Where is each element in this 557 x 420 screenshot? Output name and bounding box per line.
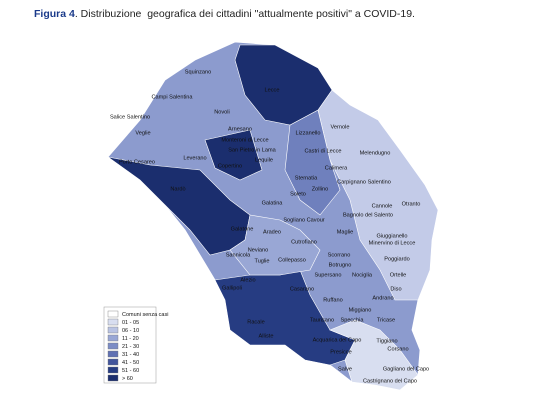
place-label: Tiggiano xyxy=(376,338,397,344)
place-label: Gallipoli xyxy=(222,285,242,291)
place-label: Bagnolo del Salento xyxy=(343,212,393,218)
place-label: Ruffano xyxy=(323,297,343,303)
figure-caption: Figura 4. Distribuzione geografica dei c… xyxy=(34,8,415,20)
place-label: Botrugno xyxy=(329,262,352,268)
place-label: Vernole xyxy=(331,124,350,130)
legend-label: 51 - 60 xyxy=(122,368,139,374)
legend-swatch xyxy=(107,334,119,342)
legend-swatch xyxy=(107,366,119,374)
legend-swatch xyxy=(107,350,119,358)
place-label: Arnesano xyxy=(228,126,252,132)
place-label: Lequile xyxy=(255,157,273,163)
place-label: Sannicola xyxy=(226,252,251,258)
legend-label: Comuni senza casi xyxy=(122,312,168,318)
place-label: Collepasso xyxy=(278,257,306,263)
legend-label: 21 - 30 xyxy=(122,344,139,350)
place-label: Sternatia xyxy=(295,175,318,181)
place-label: Calimera xyxy=(325,165,348,171)
place-label: Castri di Lecce xyxy=(305,148,342,154)
place-label: Alezio xyxy=(240,277,255,283)
place-label: Zollino xyxy=(312,186,328,192)
place-label: Cutrofiano xyxy=(291,239,317,245)
place-label: Sogliano Cavour xyxy=(283,217,324,223)
place-label: Presicce xyxy=(330,349,351,355)
place-label: Diso xyxy=(390,286,401,292)
place-label: Ortelle xyxy=(390,272,406,278)
legend-label: 31 - 40 xyxy=(122,352,139,358)
legend-swatch xyxy=(107,342,119,350)
place-label: Lecce xyxy=(265,87,280,93)
place-label: Gagliano del Capo xyxy=(383,366,429,372)
legend-swatch xyxy=(107,358,119,366)
place-label: Salice Salentino xyxy=(110,114,150,120)
place-label: Acquarica del Capo xyxy=(313,337,362,343)
place-label: Supersano xyxy=(314,272,341,278)
place-label: Squinzano xyxy=(185,69,211,75)
place-label: Leverano xyxy=(183,155,206,161)
legend-swatch xyxy=(107,374,119,382)
place-label: Castrignano del Capo xyxy=(363,378,417,384)
place-label: Taurisano xyxy=(310,317,334,323)
place-label: Giuggianello xyxy=(376,233,407,239)
legend-swatch xyxy=(107,318,119,326)
place-label: Poggiardo xyxy=(384,256,410,262)
place-label: Veglie xyxy=(135,130,150,136)
place-label: Monteroni di Lecce xyxy=(221,137,268,143)
place-label: Campi Salentina xyxy=(151,94,193,100)
area-light xyxy=(329,319,419,391)
caption-text: . Distribuzione geografica dei cittadini… xyxy=(74,8,415,20)
place-label: Galatone xyxy=(231,226,254,232)
place-label: Casarano xyxy=(290,286,314,292)
legend-label: > 60 xyxy=(122,376,133,382)
area-dark xyxy=(234,44,333,126)
area-medium xyxy=(284,109,341,216)
place-label: Lizzanello xyxy=(296,130,321,136)
place-label: Neviano xyxy=(248,247,269,253)
place-label: Aradeo xyxy=(263,229,281,235)
place-label: Maglie xyxy=(337,229,353,235)
legend-label: 41 - 50 xyxy=(122,360,139,366)
place-label: Corsano xyxy=(387,346,408,352)
area-light xyxy=(317,89,439,301)
place-label: Racale xyxy=(247,319,264,325)
place-label: Otranto xyxy=(402,201,421,207)
place-label: Alliste xyxy=(259,333,274,339)
legend-swatch xyxy=(107,326,119,334)
place-label: Andrano xyxy=(372,295,393,301)
legend-label: 11 - 20 xyxy=(122,336,139,342)
place-label: Nociglia xyxy=(352,272,373,278)
place-label: Minervino di Lecce xyxy=(369,240,416,246)
legend-label: 01 - 05 xyxy=(122,320,139,326)
place-label: Porto Cesareo xyxy=(119,159,155,165)
area-dark xyxy=(204,129,263,181)
place-label: Soleto xyxy=(290,191,306,197)
legend-label: 06 - 10 xyxy=(122,328,139,334)
place-label: Scorrano xyxy=(328,252,351,258)
area-medium xyxy=(229,214,321,276)
place-label: San Pietro in Lama xyxy=(228,147,276,153)
place-label: Salve xyxy=(338,366,352,372)
place-label: Melendugno xyxy=(360,150,391,156)
place-label: Copertino xyxy=(218,163,242,169)
place-label: Novoli xyxy=(214,109,230,115)
place-label: Carpignano Salentino xyxy=(337,179,391,185)
place-label: Tricase xyxy=(377,317,395,323)
place-label: Tuglie xyxy=(254,258,269,264)
place-label: Miggiano xyxy=(349,307,372,313)
place-label: Cannole xyxy=(372,203,393,209)
place-label: Galatina xyxy=(262,200,284,206)
figure-number: Figura 4 xyxy=(34,8,75,20)
legend-swatch xyxy=(107,310,119,318)
place-label: Nardò xyxy=(170,186,185,192)
place-label: Specchia xyxy=(340,317,364,323)
